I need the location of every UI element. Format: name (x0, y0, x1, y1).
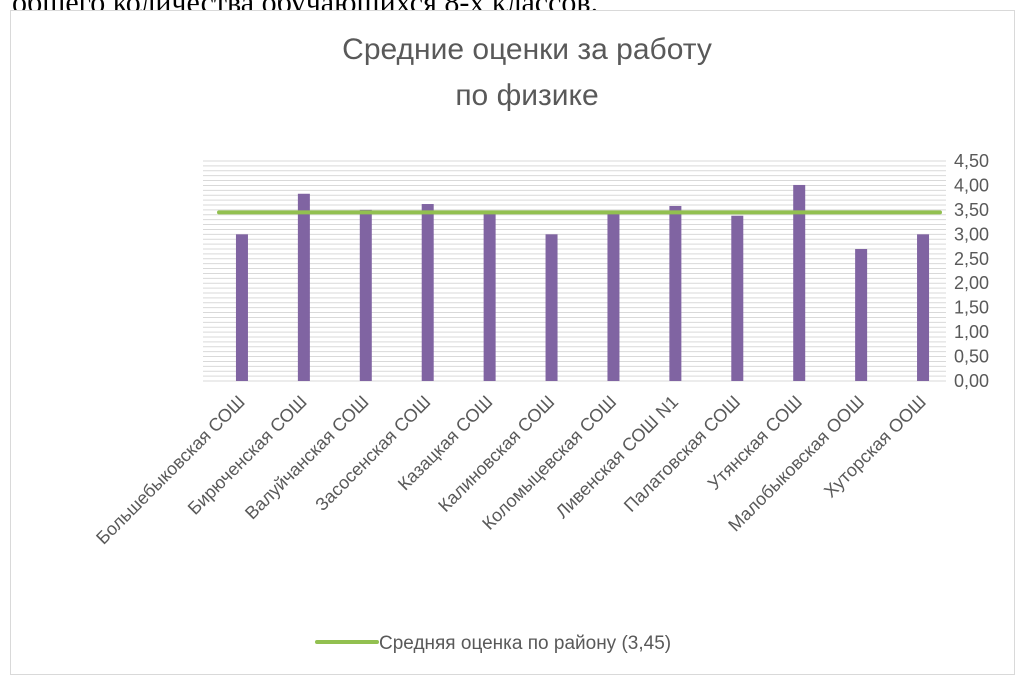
chart-frame: Средние оценки за работу по физике 0,00 0,… (10, 10, 1015, 675)
y-tick-label: 4,50 (954, 151, 989, 171)
y-tick-label: 4,00 (954, 175, 989, 195)
y-tick-label: 2,50 (954, 249, 989, 269)
y-tick-label: 0,50 (954, 347, 989, 367)
bar-6 (545, 234, 558, 381)
y-tick-label: 2,00 (954, 273, 989, 293)
y-axis-tick-labels: 0,00 0,50 1,00 1,50 2,00 2,50 3,00 3,50 4,00 4,50 (954, 151, 989, 391)
legend-label: Средняя оценка по району (3,45) (379, 633, 671, 654)
y-tick-label: 0,00 (954, 371, 989, 391)
y-tick-label: 3,50 (954, 200, 989, 220)
bar-2 (297, 193, 310, 381)
x-category-label: Калиновская СОШ (434, 392, 558, 516)
y-tick-label: 3,00 (954, 224, 989, 244)
chart-title-line: по физике (455, 79, 598, 112)
bar-8 (669, 205, 682, 381)
bar-9 (731, 215, 744, 381)
x-category-label: Засосенская СОШ (311, 392, 434, 515)
chart-bars (235, 184, 930, 381)
bar-4 (421, 204, 434, 381)
bar-10 (793, 184, 806, 381)
y-tick-label: 1,50 (954, 298, 989, 318)
bar-1 (235, 234, 248, 381)
x-category-label: Валуйчанская СОШ (241, 392, 373, 524)
bar-11 (855, 249, 868, 381)
chart-legend: Средняя оценка по району (3,45) (315, 633, 671, 654)
x-category-label: Палатовская СОШ (620, 392, 744, 516)
y-tick-label: 1,00 (954, 322, 989, 342)
chart-title-line: Средние оценки за работу (342, 33, 712, 66)
chart-title: Средние оценки за работу по физике (342, 33, 712, 112)
chart-gridlines (203, 160, 946, 382)
bar-3 (359, 209, 372, 381)
bar-12 (917, 234, 930, 381)
bar-7 (607, 212, 620, 381)
bar-5 (483, 212, 496, 381)
x-category-label: Бирюченская СОШ (184, 392, 311, 519)
x-category-label: Ливенская СОШ N1 (552, 392, 682, 522)
